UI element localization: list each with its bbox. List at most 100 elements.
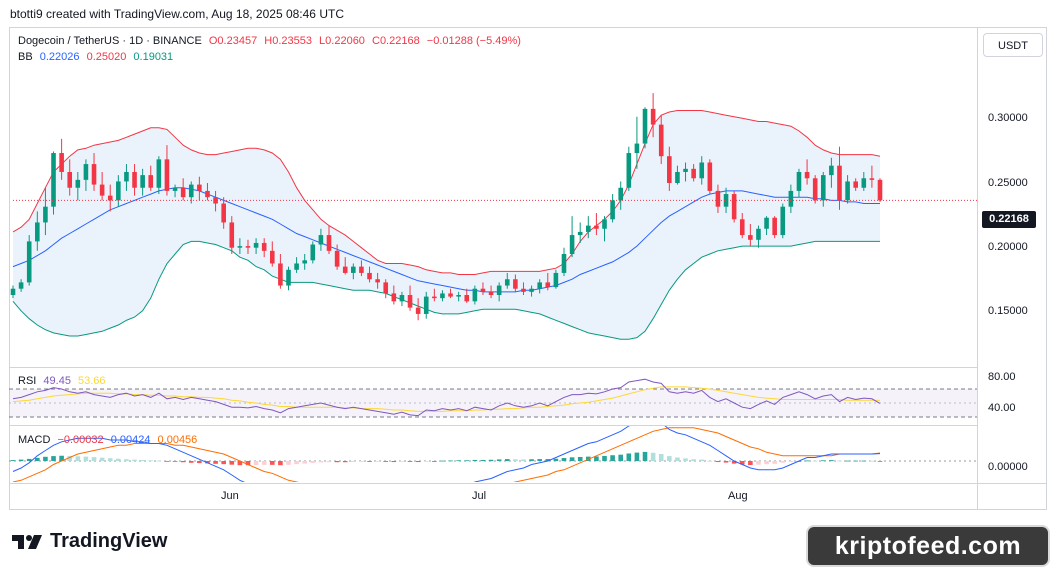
macd-pane-divider [9,425,977,426]
macd-histogram-bar [261,461,267,465]
macd-histogram-bar [464,460,470,462]
macd-histogram-bar [521,459,526,461]
macd-histogram-bar [156,460,162,462]
candle [521,288,526,292]
tradingview-logo[interactable]: TradingView [12,530,167,553]
candle [140,175,145,188]
time-tick-aug: Aug [728,490,748,502]
macd-histogram-bar [861,460,867,462]
candle [650,108,656,125]
macd-histogram-bar [375,461,380,462]
candle [342,266,348,273]
candle [788,190,794,207]
candle [67,171,73,188]
candle [756,228,761,240]
candle [99,184,105,196]
macd-histogram-bar [877,461,883,462]
candle [116,181,121,201]
candle [124,171,129,182]
low-value: L0.22060 [319,35,365,47]
macd-tick: 0.00000 [988,461,1028,473]
macd-hist-value: −0.00032 [57,434,104,446]
candle [877,179,883,201]
bb-legend: BB 0.22026 0.25020 0.19031 [18,51,177,63]
candle [723,194,729,207]
macd-histogram-bar [496,459,502,461]
macd-histogram-bar [205,461,210,464]
candle [18,282,24,289]
macd-histogram-bar [221,461,226,465]
macd-histogram-bar [107,458,113,461]
macd-histogram-bar [480,459,486,461]
macd-histogram-bar [602,455,607,461]
macd-line-value: 0.00424 [110,434,151,446]
macd-histogram-bar [116,458,121,461]
candle [837,165,842,201]
macd-histogram-bar [383,461,389,462]
macd-histogram-bar [488,459,494,461]
rsi-label: RSI [18,375,37,387]
candle [488,291,494,296]
candle [83,164,89,180]
currency-button[interactable]: USDT [983,33,1043,57]
macd-histogram-bar [869,460,875,462]
candle [326,235,332,251]
macd-histogram-bar [367,461,372,462]
macd-histogram-bar [513,459,518,461]
macd-histogram-bar [699,459,705,461]
candle [229,222,235,248]
macd-histogram-bar [594,456,599,461]
macd-histogram-bar [140,459,145,461]
macd-histogram-bar [707,460,713,462]
symbol-legend: Dogecoin / TetherUS · 1D · BINANCE O0.23… [18,35,525,47]
candle [269,250,275,264]
candle [480,288,486,292]
rsi-pane-divider [9,367,977,368]
candle [415,307,421,314]
macd-histogram-bar [51,456,56,461]
price-tick: 0.25000 [988,177,1028,189]
bb-upper-value: 0.25020 [86,51,127,63]
macd-histogram-bar [172,461,178,462]
bb-lower-line [12,240,880,340]
macd-histogram-bar [197,461,202,464]
candle [464,295,470,302]
candle [610,200,615,220]
candle [221,203,226,223]
bb-label: BB [18,51,33,63]
macd-histogram-bar [569,457,575,461]
candle [691,168,696,179]
candle [780,206,786,236]
macd-histogram-bar [213,461,218,464]
macd-histogram-bar [407,461,413,462]
candle [172,187,178,191]
macd-histogram-bar [440,460,445,462]
macd-histogram-bar [294,461,299,465]
candle [869,178,875,180]
macd-histogram-bar [43,456,48,461]
candle [156,159,162,188]
last-price-label: 0.22168 [982,211,1036,228]
candle [845,181,850,201]
candle [699,162,705,179]
macd-legend: MACD −0.00032 0.00424 0.00456 [18,434,201,446]
candle [294,263,299,270]
candle [667,156,672,184]
macd-signal-value: 0.00456 [157,434,198,446]
candle [585,225,591,232]
candle [423,296,429,314]
candle [658,124,664,157]
macd-histogram-bar [253,461,259,466]
rsi-value: 49.45 [43,375,71,387]
kriptofeed-watermark: kriptofeed.com [806,525,1050,567]
macd-histogram-bar [448,460,453,462]
macd-histogram-bar [132,459,137,461]
macd-histogram-bar [278,461,283,466]
candle [683,168,688,172]
candle [594,225,599,229]
candle [545,282,551,288]
macd-histogram-bar [59,455,64,461]
candle [205,190,210,198]
candle [472,288,478,302]
